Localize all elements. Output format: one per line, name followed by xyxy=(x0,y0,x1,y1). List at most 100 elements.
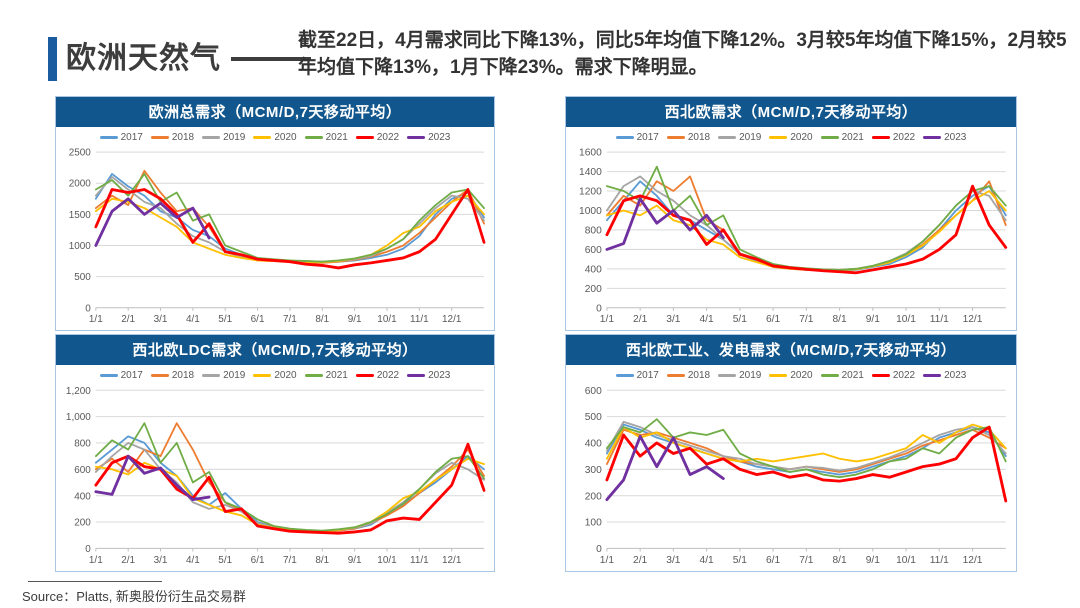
legend-label: 2022 xyxy=(892,132,916,143)
svg-text:0: 0 xyxy=(596,303,602,314)
legend-item-2019: 2019 xyxy=(718,132,761,143)
svg-text:5/1: 5/1 xyxy=(218,555,232,566)
svg-text:4/1: 4/1 xyxy=(700,555,715,566)
legend-label: 2018 xyxy=(171,132,195,143)
svg-text:7/1: 7/1 xyxy=(283,314,297,325)
legend-swatch xyxy=(718,374,737,377)
legend-item-2023: 2023 xyxy=(407,370,450,381)
svg-text:12/1: 12/1 xyxy=(963,314,983,325)
svg-text:100: 100 xyxy=(585,518,602,529)
line-chart-nwe-demand: 0 200 400 600 800 1000 1200 1400 1600 1/1 2/1 3/1 4/… xyxy=(579,148,1008,325)
legend-item-2023: 2023 xyxy=(407,132,450,143)
chart-title-nwe-ldc-demand: 西北欧LDC需求（MCM/D,7天移动平均） xyxy=(56,335,494,365)
svg-text:8/1: 8/1 xyxy=(315,555,329,566)
legend-swatch xyxy=(769,374,788,377)
svg-text:2000: 2000 xyxy=(69,179,92,190)
svg-text:8/1: 8/1 xyxy=(832,314,847,325)
chart-legend: 2017 2018 2019 2020 2021 2022 2023 xyxy=(566,365,1016,382)
legend-swatch xyxy=(99,374,118,377)
legend-label: 2022 xyxy=(376,370,400,381)
legend-label: 2023 xyxy=(428,370,451,381)
svg-text:1000: 1000 xyxy=(69,241,92,252)
svg-text:1000: 1000 xyxy=(579,206,602,217)
svg-text:3/1: 3/1 xyxy=(154,555,168,566)
legend-item-2021: 2021 xyxy=(304,370,348,381)
legend-swatch xyxy=(99,136,118,139)
svg-text:2/1: 2/1 xyxy=(121,555,135,566)
legend-label: 2023 xyxy=(944,370,967,381)
svg-text:1,200: 1,200 xyxy=(66,386,91,397)
svg-text:7/1: 7/1 xyxy=(799,314,814,325)
legend-label: 2023 xyxy=(428,132,451,143)
title-accent-bar xyxy=(48,37,57,81)
chart-title-europe-total-demand: 欧洲总需求（MCM/D,7天移动平均） xyxy=(56,97,494,127)
legend-item-2020: 2020 xyxy=(769,370,813,381)
legend-swatch xyxy=(202,136,221,139)
legend-label: 2021 xyxy=(325,132,348,143)
legend-label: 2021 xyxy=(841,132,864,143)
legend-swatch xyxy=(407,374,426,377)
legend-swatch xyxy=(871,136,890,139)
page-title-text: 欧洲天然气 xyxy=(66,42,221,75)
legend-label: 2023 xyxy=(944,132,967,143)
svg-text:600: 600 xyxy=(585,245,602,256)
svg-text:6/1: 6/1 xyxy=(766,555,781,566)
legend-swatch xyxy=(202,374,221,377)
svg-text:10/1: 10/1 xyxy=(896,314,916,325)
svg-text:300: 300 xyxy=(585,465,602,476)
svg-text:2/1: 2/1 xyxy=(121,314,135,325)
legend-item-2019: 2019 xyxy=(202,132,245,143)
legend-item-2018: 2018 xyxy=(666,370,710,381)
legend-swatch xyxy=(615,374,634,377)
chart-panel-nwe-industry-power-demand: 西北欧工业、发电需求（MCM/D,7天移动平均） 2017 2018 2019 202… xyxy=(565,334,1017,572)
svg-text:11/1: 11/1 xyxy=(930,314,949,325)
svg-text:11/1: 11/1 xyxy=(410,314,429,325)
line-chart-europe-total-demand: 0 500 1000 1500 2000 2500 1/1 2/1 3/1 4/1 5/1 6/1 7/… xyxy=(69,148,486,325)
legend-item-2022: 2022 xyxy=(355,132,399,143)
legend-item-2023: 2023 xyxy=(923,370,966,381)
svg-text:9/1: 9/1 xyxy=(348,314,362,325)
svg-text:400: 400 xyxy=(585,438,602,449)
legend-swatch xyxy=(718,136,737,139)
legend-swatch xyxy=(150,374,169,377)
legend-item-2021: 2021 xyxy=(820,132,864,143)
chart-title-nwe-demand: 西北欧需求（MCM/D,7天移动平均） xyxy=(566,97,1016,127)
legend-label: 2020 xyxy=(790,370,813,381)
svg-text:8/1: 8/1 xyxy=(832,555,847,566)
legend-label: 2022 xyxy=(892,370,916,381)
svg-text:4/1: 4/1 xyxy=(186,314,200,325)
legend-swatch xyxy=(615,136,634,139)
svg-text:4/1: 4/1 xyxy=(700,314,715,325)
svg-text:3/1: 3/1 xyxy=(154,314,168,325)
svg-text:1400: 1400 xyxy=(579,167,602,178)
legend-swatch xyxy=(355,374,374,377)
chart-title-nwe-industry-power-demand: 西北欧工业、发电需求（MCM/D,7天移动平均） xyxy=(566,335,1016,365)
chart-legend: 2017 2018 2019 2020 2021 2022 2023 xyxy=(56,127,494,144)
legend-label: 2018 xyxy=(171,370,195,381)
legend-item-2019: 2019 xyxy=(718,370,761,381)
legend-label: 2019 xyxy=(223,132,246,143)
svg-text:10/1: 10/1 xyxy=(377,555,397,566)
chart-panel-nwe-ldc-demand: 西北欧LDC需求（MCM/D,7天移动平均） 2017 2018 2019 2020 2… xyxy=(55,334,495,572)
legend-label: 2019 xyxy=(739,132,762,143)
legend-swatch xyxy=(150,136,169,139)
legend-label: 2021 xyxy=(325,370,348,381)
legend-swatch xyxy=(407,136,426,139)
legend-swatch xyxy=(871,374,890,377)
legend-item-2018: 2018 xyxy=(150,370,195,381)
svg-text:200: 200 xyxy=(585,284,602,295)
legend-label: 2017 xyxy=(636,132,659,143)
legend-item-2018: 2018 xyxy=(150,132,195,143)
svg-text:8/1: 8/1 xyxy=(315,314,329,325)
svg-text:400: 400 xyxy=(585,264,602,275)
svg-text:500: 500 xyxy=(585,412,602,423)
legend-item-2017: 2017 xyxy=(615,132,659,143)
legend-item-2017: 2017 xyxy=(615,370,659,381)
chart-legend: 2017 2018 2019 2020 2021 2022 2023 xyxy=(566,127,1016,144)
legend-swatch xyxy=(666,374,685,377)
svg-text:12/1: 12/1 xyxy=(442,555,462,566)
page-title: 欧洲天然气 xyxy=(66,33,311,77)
svg-text:1/1: 1/1 xyxy=(600,314,615,325)
svg-text:2500: 2500 xyxy=(69,148,92,159)
legend-label: 2019 xyxy=(223,370,246,381)
